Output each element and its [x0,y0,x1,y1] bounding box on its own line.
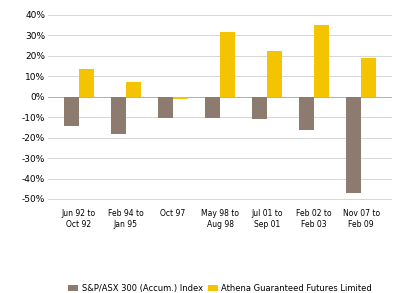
Bar [111,97,126,134]
Bar [126,82,141,97]
Bar [267,51,282,97]
Bar [64,97,79,126]
Bar [158,97,173,118]
Bar [252,97,267,119]
Bar [173,97,188,99]
Bar [346,97,361,193]
Bar [361,58,376,97]
Legend: S&P/ASX 300 (Accum.) Index, Athena Guaranteed Futures Limited: S&P/ASX 300 (Accum.) Index, Athena Guara… [68,284,372,293]
Bar [79,69,94,97]
Bar [205,97,220,118]
Bar [314,25,329,97]
Bar [299,97,314,130]
Bar [220,32,235,97]
